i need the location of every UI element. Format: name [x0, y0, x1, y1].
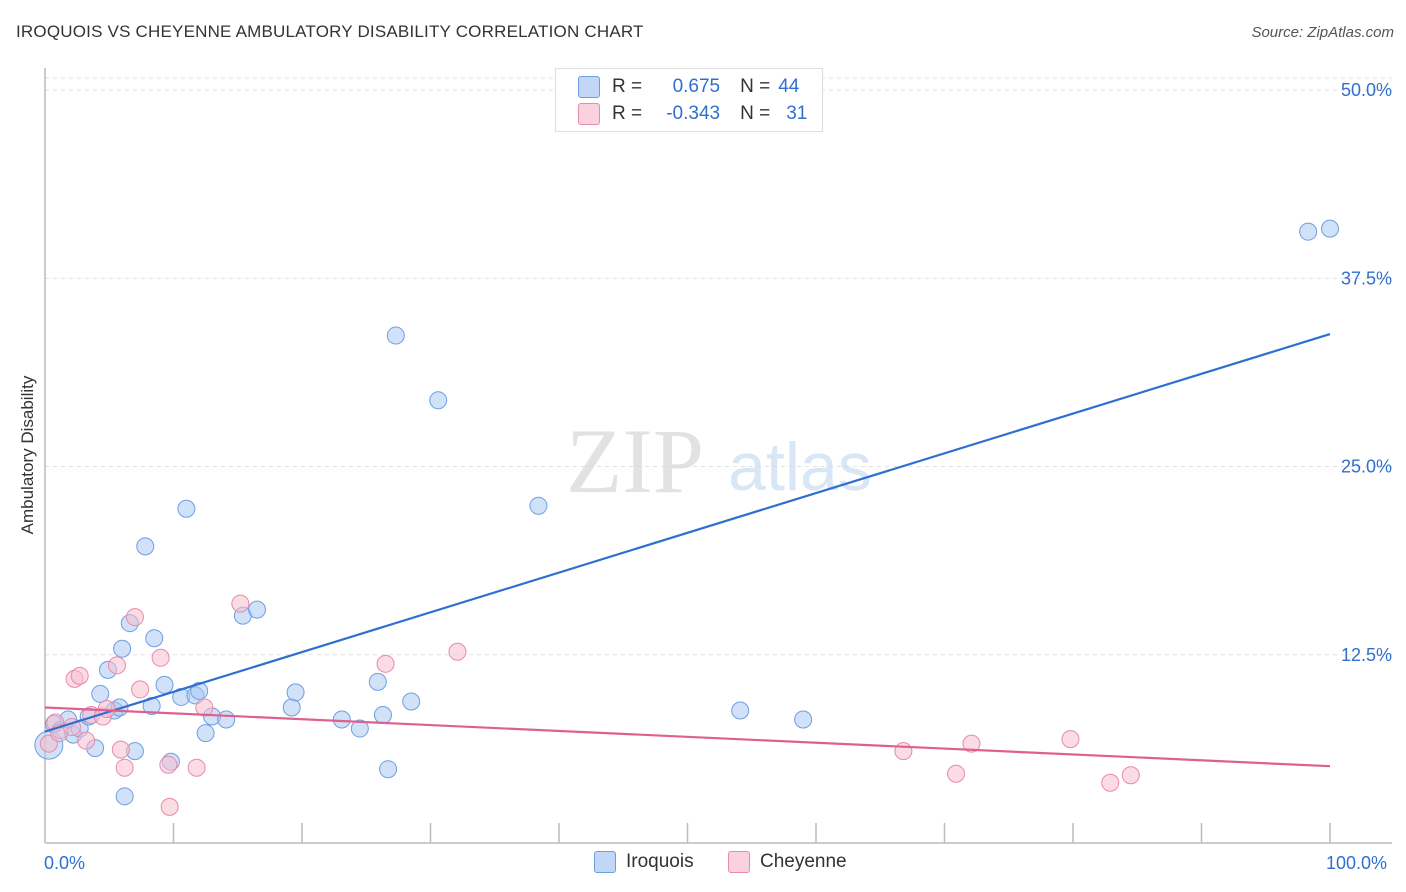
source-label: Source: ZipAtlas.com	[1251, 24, 1394, 41]
data-point-cheyenne	[159, 755, 178, 774]
chart-title: IROQUOIS VS CHEYENNE AMBULATORY DISABILI…	[16, 22, 644, 41]
cheyenne-label: Cheyenne	[760, 851, 847, 872]
data-point-cheyenne	[107, 656, 126, 675]
axes	[44, 68, 1392, 844]
data-point-cheyenne	[376, 654, 395, 673]
data-point-cheyenne	[131, 680, 150, 699]
data-point-iroquois	[136, 537, 155, 556]
data-point-iroquois	[196, 724, 215, 743]
data-point-cheyenne	[160, 797, 179, 816]
data-point-iroquois	[248, 600, 267, 619]
y-tick-label: 37.5%	[1341, 268, 1392, 288]
grid	[45, 77, 1392, 656]
data-point-iroquois	[368, 672, 387, 691]
y-tick-label: 50.0%	[1341, 80, 1392, 100]
data-point-cheyenne	[1061, 730, 1080, 749]
data-point-iroquois	[282, 698, 301, 717]
trend-lines	[44, 332, 1331, 768]
data-point-iroquois	[1299, 222, 1318, 241]
y-tick-label: 12.5%	[1341, 645, 1392, 665]
data-point-iroquois	[190, 681, 209, 700]
legend-r-label: R =	[612, 103, 643, 124]
y-tick-labels: 12.5% 25.0% 37.5% 50.0%	[1341, 80, 1392, 665]
data-point-iroquois	[386, 326, 405, 345]
data-point-cheyenne	[187, 758, 206, 777]
series-legend-cheyenne: Cheyenne	[728, 851, 847, 873]
data-point-cheyenne	[151, 648, 170, 667]
data-point-iroquois	[115, 787, 134, 806]
data-point-iroquois	[529, 496, 548, 515]
correlation-legend: R = 0.675 N = 44 R = -0.343 N = 31	[555, 68, 823, 132]
watermark-atlas: atlas	[728, 429, 872, 505]
data-point-cheyenne	[115, 758, 134, 777]
legend-swatch-iroquois	[578, 76, 600, 98]
legend-n-label: N =	[740, 103, 771, 124]
iroquois-label: Iroquois	[626, 851, 694, 872]
data-point-iroquois	[332, 710, 351, 729]
data-point-iroquois	[373, 706, 392, 725]
iroquois-swatch	[594, 851, 616, 873]
data-point-iroquois	[350, 719, 369, 738]
data-point-iroquois	[217, 710, 236, 729]
x-tick-label-min: 0.0%	[44, 853, 86, 873]
x-tick-label-max: 100.0%	[1326, 853, 1388, 873]
data-point-iroquois	[286, 683, 305, 702]
series-iroquois	[34, 219, 1339, 806]
legend-n-value: 31	[786, 103, 808, 124]
data-point-cheyenne	[231, 594, 250, 613]
data-point-iroquois	[145, 629, 164, 648]
series-legend: Iroquois Cheyenne	[0, 851, 1406, 877]
data-point-iroquois	[794, 710, 813, 729]
data-point-cheyenne	[962, 734, 981, 753]
data-point-cheyenne	[111, 740, 130, 759]
series-legend-iroquois: Iroquois	[594, 851, 694, 873]
data-point-cheyenne	[70, 666, 89, 685]
data-point-cheyenne	[1121, 766, 1140, 785]
data-point-iroquois	[91, 684, 110, 703]
watermark: ZIP atlas	[566, 410, 872, 512]
data-point-cheyenne	[448, 642, 467, 661]
data-point-cheyenne	[947, 764, 966, 783]
data-point-iroquois	[429, 391, 448, 410]
legend-r-value: 0.675	[672, 76, 721, 97]
data-point-iroquois	[731, 701, 750, 720]
data-point-cheyenne	[894, 742, 913, 761]
watermark-zip: ZIP	[566, 410, 704, 512]
legend-n-label: N =	[740, 76, 771, 97]
trend-line-cheyenne	[44, 706, 1331, 768]
series-cheyenne	[39, 594, 1140, 816]
data-point-iroquois	[155, 675, 174, 694]
legend-swatch-cheyenne	[578, 103, 600, 125]
data-point-iroquois	[177, 499, 196, 518]
data-point-cheyenne	[77, 731, 96, 750]
legend-row-iroquois: R = 0.675 N = 44	[578, 73, 799, 101]
data-point-cheyenne	[125, 608, 144, 627]
y-tick-label: 25.0%	[1341, 457, 1392, 477]
legend-r-value: -0.343	[666, 103, 721, 124]
data-points	[34, 219, 1339, 816]
trend-line-iroquois	[44, 332, 1331, 733]
legend-n-value: 44	[778, 76, 800, 97]
legend-r-label: R =	[612, 76, 643, 97]
data-point-iroquois	[113, 639, 132, 658]
data-point-cheyenne	[1101, 773, 1120, 792]
cheyenne-swatch	[728, 851, 750, 873]
data-point-iroquois	[1321, 219, 1339, 238]
data-point-cheyenne	[195, 698, 214, 717]
legend-row-cheyenne: R = -0.343 N = 31	[578, 100, 807, 128]
data-point-iroquois	[379, 760, 398, 779]
data-point-iroquois	[402, 692, 421, 711]
